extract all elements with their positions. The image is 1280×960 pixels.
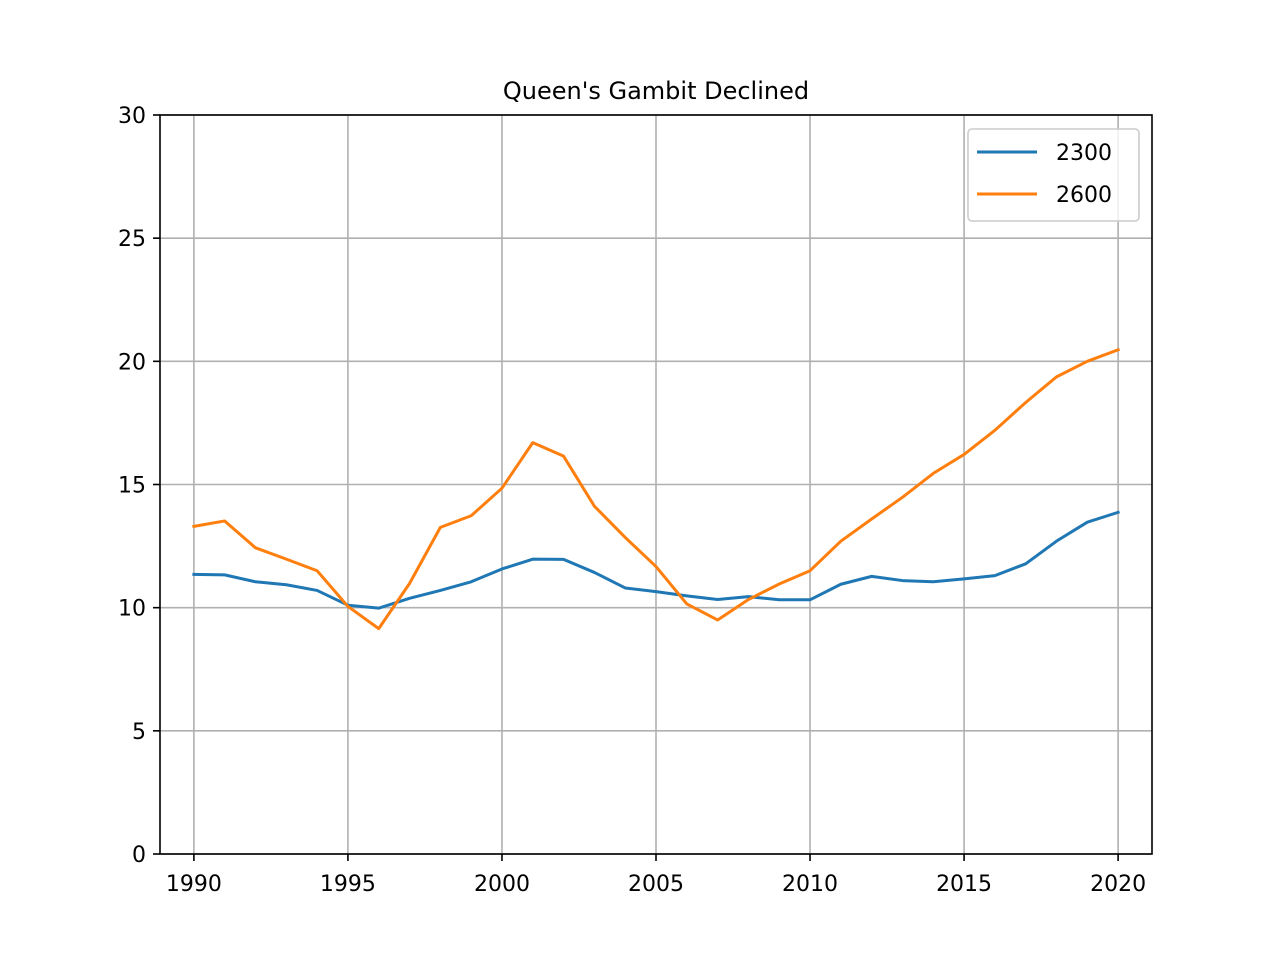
y-tick-label: 15 [118, 474, 146, 499]
x-tick-label: 2015 [936, 872, 992, 897]
legend-label-2600: 2600 [1056, 183, 1112, 208]
x-tick-label: 2005 [628, 872, 684, 897]
series-line-2600 [192, 347, 1121, 631]
y-tick-label: 25 [118, 227, 146, 252]
x-tick-label: 2010 [782, 872, 838, 897]
x-tick-label: 1995 [320, 872, 376, 897]
legend: 2300 2600 [967, 128, 1140, 222]
chart-title: Queen's Gambit Declined [503, 77, 809, 105]
x-tick-label: 1990 [166, 872, 222, 897]
y-tick-label: 5 [132, 720, 146, 745]
legend-label-2300: 2300 [1056, 141, 1112, 166]
y-tick-label: 10 [118, 597, 146, 622]
x-tick-label: 2000 [474, 872, 530, 897]
legend-box [967, 128, 1140, 222]
x-axis: 1990 1995 2000 2005 2010 2015 2020 [166, 854, 1146, 897]
y-tick-label: 30 [118, 104, 146, 129]
series-lines [192, 347, 1121, 631]
y-axis: 0 5 10 15 20 25 30 [118, 104, 160, 868]
y-tick-label: 0 [132, 843, 146, 868]
x-tick-label: 2020 [1090, 872, 1146, 897]
y-tick-label: 20 [118, 350, 146, 375]
